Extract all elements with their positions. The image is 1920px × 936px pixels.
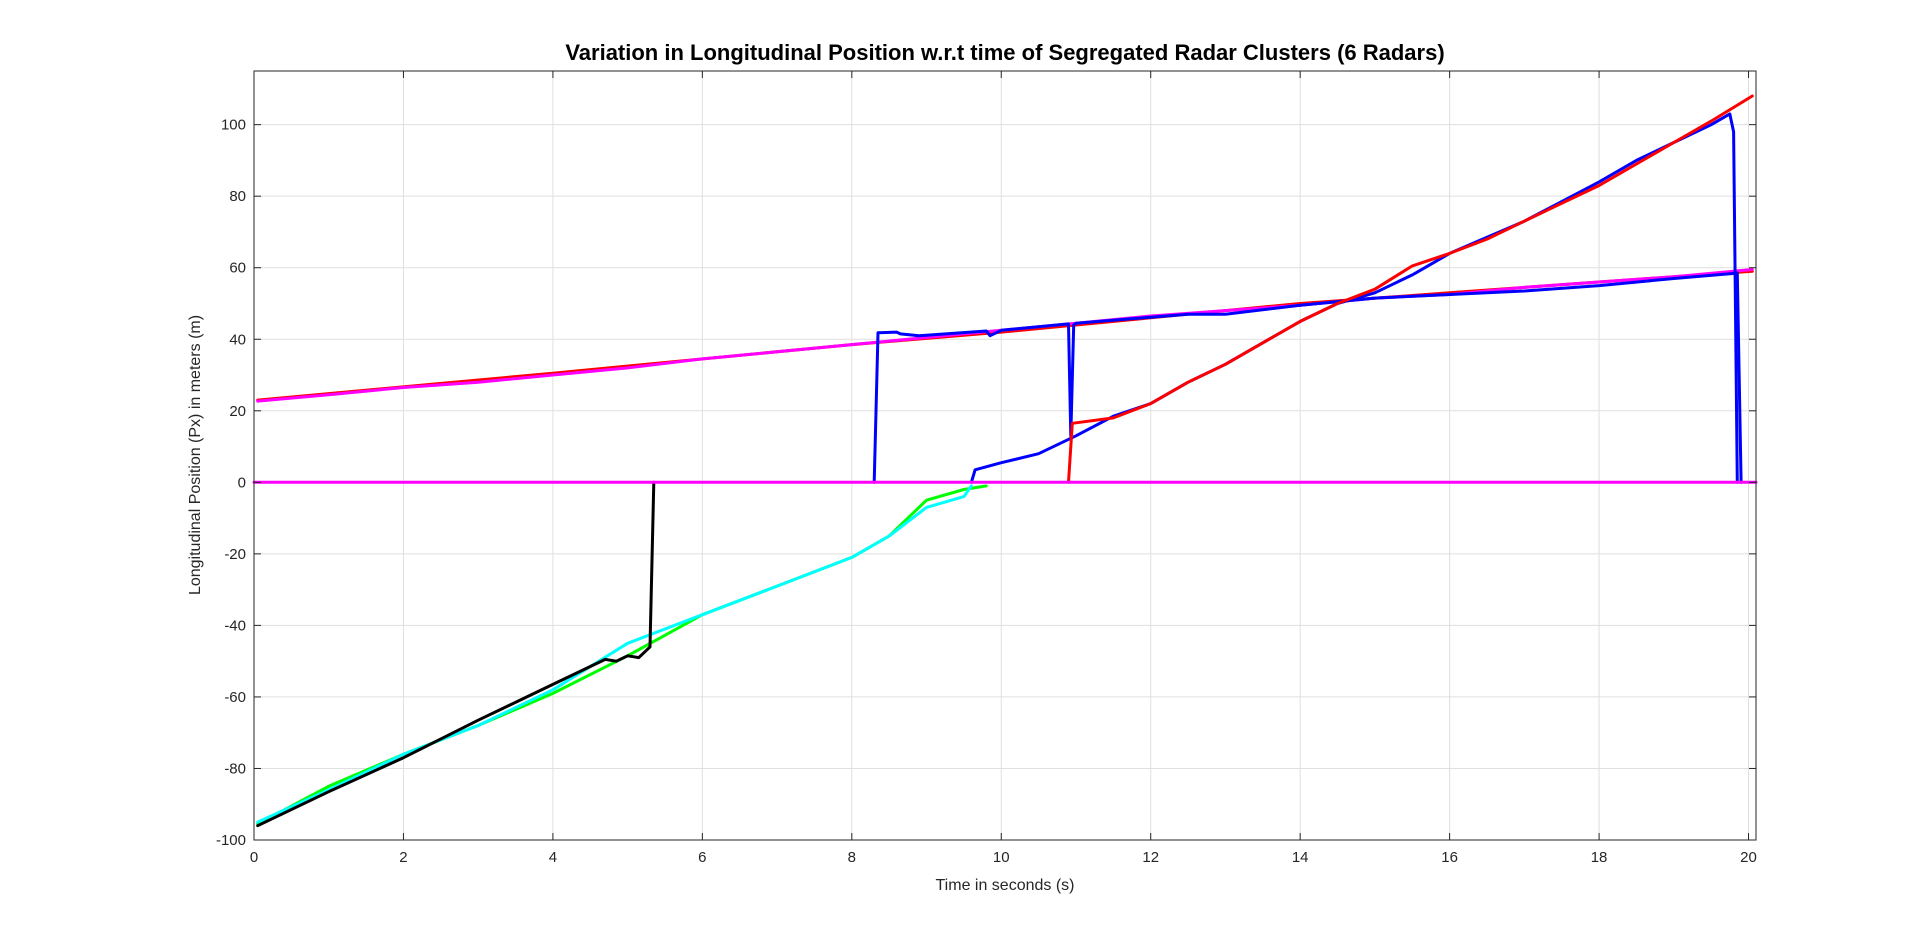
x-tick-label: 2 <box>399 849 407 866</box>
y-tick-label: -20 <box>224 546 246 563</box>
series-group <box>252 94 1758 828</box>
y-tick-label: -80 <box>224 760 246 777</box>
series-line-7 <box>256 484 973 824</box>
x-tick-label: 18 <box>1591 849 1608 866</box>
y-tick-label: 20 <box>229 403 246 420</box>
y-tick-label: 40 <box>229 331 246 348</box>
y-tick-label: -60 <box>224 689 246 706</box>
x-tick-label: 14 <box>1292 849 1309 866</box>
chart-title: Variation in Longitudinal Position w.r.t… <box>565 40 1444 65</box>
x-tick-label: 16 <box>1441 849 1458 866</box>
y-tick-label: 60 <box>229 260 246 277</box>
grid <box>253 71 1756 841</box>
y-tick-label: -100 <box>216 832 246 849</box>
x-tick-label: 0 <box>250 849 258 866</box>
x-tick-label: 20 <box>1740 849 1757 866</box>
y-tick-label: -40 <box>224 617 246 634</box>
y-tick-label: 80 <box>229 188 246 205</box>
axes-box <box>253 70 1757 841</box>
series-line-8 <box>256 480 656 828</box>
series-line-5 <box>1067 94 1754 484</box>
x-tick-label: 8 <box>848 849 856 866</box>
x-tick-label: 10 <box>993 849 1010 866</box>
x-tick-label: 6 <box>698 849 706 866</box>
x-tick-label: 4 <box>549 849 557 866</box>
series-line-3 <box>872 271 1743 484</box>
y-tick-label: 100 <box>221 117 246 134</box>
x-tick-label: 12 <box>1142 849 1159 866</box>
ticks: 0 2 4 6 8 10 12 14 16 18 20 -100 -80 -60 -40 -20 0 20 40 60… <box>216 71 1757 866</box>
y-axis-label: Longitudinal Position (Px) in meters (m) <box>187 315 204 595</box>
x-axis-label: Time in seconds (s) <box>936 877 1075 894</box>
y-tick-label: 0 <box>238 474 246 491</box>
